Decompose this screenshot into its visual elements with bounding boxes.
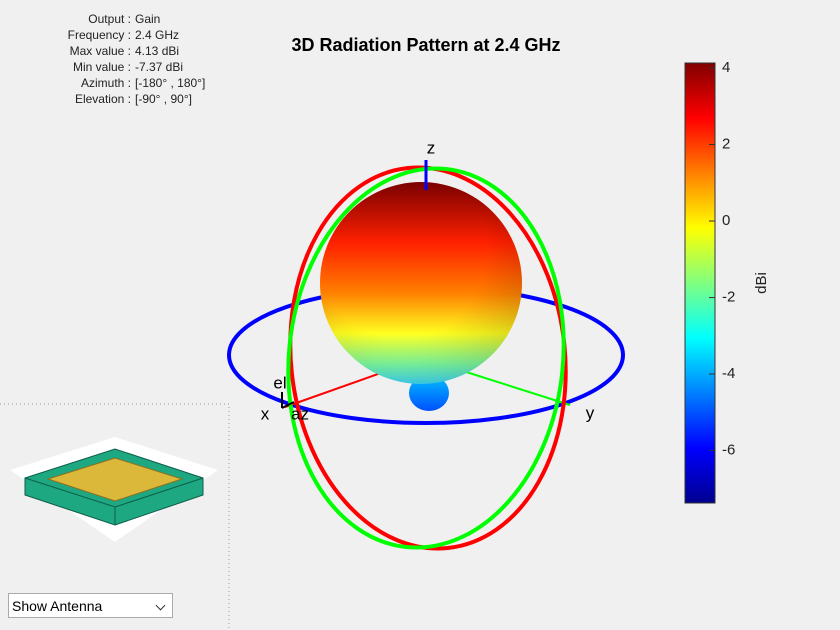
az-arrow [281,401,295,409]
colorbar-tick-label: -6 [722,442,735,459]
colorbar-tick-label: -2 [722,289,735,306]
x-axis-line [284,367,396,408]
colorbar-tick-label: -4 [722,365,735,382]
info-label: Azimuth : [81,76,131,90]
axis-label: x [261,404,270,423]
colorbar-tick-label: 2 [722,135,730,152]
info-label: Max value : [70,44,131,58]
display-dropdown[interactable]: Show Antenna [8,593,173,618]
chart-title: 3D Radiation Pattern at 2.4 GHz [291,35,560,55]
colorbar [684,62,716,504]
info-value: [-90° , 90°] [135,92,192,106]
info-panel: Output : Gain Frequency : 2.4 GHz Max value … [68,12,206,106]
substrate-edges [24,477,204,525]
main-lobe-shade [320,182,522,384]
pattern: z x y az el [227,138,625,551]
info-value: 4.13 dBi [135,44,179,58]
colorbar-label: dBi [753,272,770,294]
info-label: Frequency : [68,28,131,42]
elevation-ring-yz [286,166,566,550]
info-label: Output : [88,12,131,26]
axis-label: el [273,373,286,392]
info-label: Min value : [73,60,131,74]
y-axis-line [459,369,571,406]
axis-label: az [291,404,309,423]
back-lobe [409,375,449,411]
colorbar-tick-label: 4 [722,59,730,76]
patch [46,457,184,502]
axis-label: y [586,403,595,422]
antenna-preview [0,403,230,630]
colorbar-tick-label: 0 [722,212,730,229]
info-value: -7.37 dBi [135,60,183,74]
preview-frame [0,403,230,630]
info-value: Gain [135,12,160,26]
axis-label: z [427,138,436,157]
info-value: 2.4 GHz [135,28,179,42]
info-value: [-180° , 180°] [135,76,205,90]
info-label: Elevation : [75,92,131,106]
